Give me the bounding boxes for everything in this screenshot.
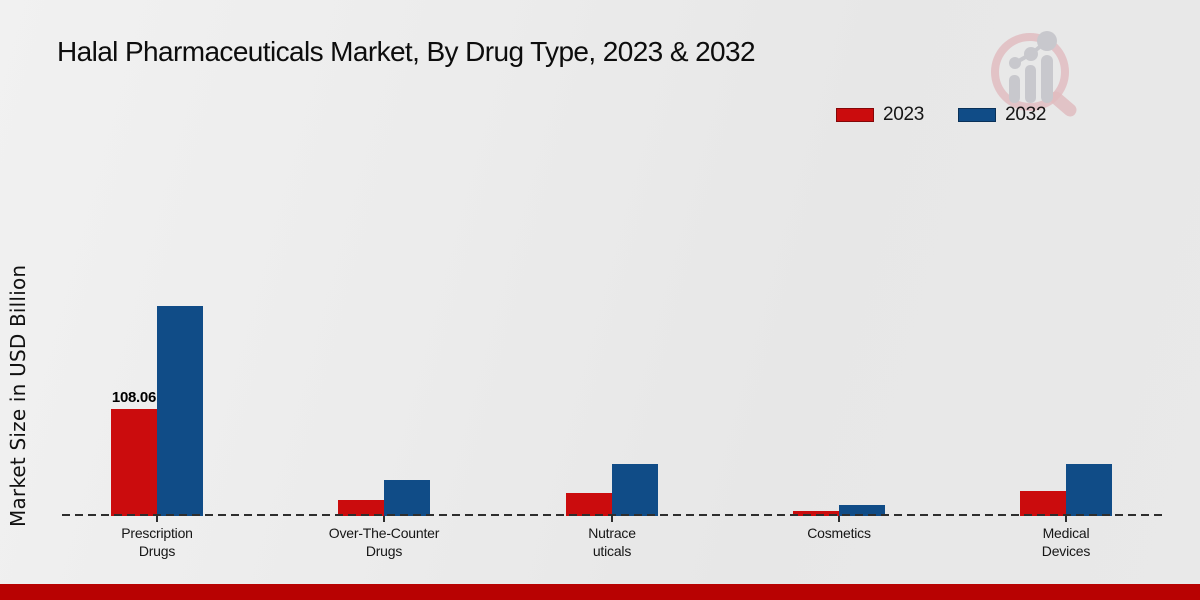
bar-2032-prescription-drugs	[157, 306, 203, 516]
x-axis-tick	[156, 516, 158, 522]
bar-2032-cosmetics	[839, 505, 885, 516]
bar-2023-over-the-counter-drugs	[338, 500, 384, 516]
bar-2023-cosmetics	[793, 511, 839, 516]
category-label-over-the-counter-drugs: Over-The-Counter Drugs	[328, 525, 440, 559]
legend-item-2032: 2032	[958, 104, 1046, 126]
bar-2032-nutraceuticals	[612, 464, 658, 516]
legend-label-2032: 2032	[1005, 104, 1047, 125]
category-label-cosmetics: Cosmetics	[807, 525, 871, 541]
bar-2023-nutraceuticals	[566, 493, 612, 516]
magnifier-chart-logo-icon	[991, 31, 1077, 117]
bar-2032-over-the-counter-drugs	[384, 480, 430, 516]
category-label-medical-devices: Medical Devices	[1041, 525, 1091, 559]
bar-value-label: 108.06	[111, 389, 156, 406]
footer-accent-bar	[0, 584, 1200, 600]
legend: 2023 2032	[836, 104, 1046, 126]
x-axis-baseline	[62, 514, 1163, 516]
legend-label-2023: 2023	[883, 104, 925, 125]
x-axis-tick	[1065, 516, 1067, 522]
category-label-nutraceuticals: Nutrace uticals	[588, 525, 636, 559]
x-axis-tick	[383, 516, 385, 522]
bar-2023-medical-devices	[1020, 491, 1066, 516]
category-label-prescription-drugs: Prescription Drugs	[121, 525, 193, 559]
chart-title: Halal Pharmaceuticals Market, By Drug Ty…	[57, 36, 756, 67]
legend-swatch-2032	[958, 108, 997, 122]
legend-item-2023: 2023	[836, 104, 924, 126]
legend-swatch-2023	[836, 108, 874, 122]
bar-2032-medical-devices	[1066, 464, 1112, 516]
bar-2023-prescription-drugs	[111, 409, 157, 516]
x-axis-tick	[838, 516, 840, 522]
x-axis-tick	[611, 516, 613, 522]
